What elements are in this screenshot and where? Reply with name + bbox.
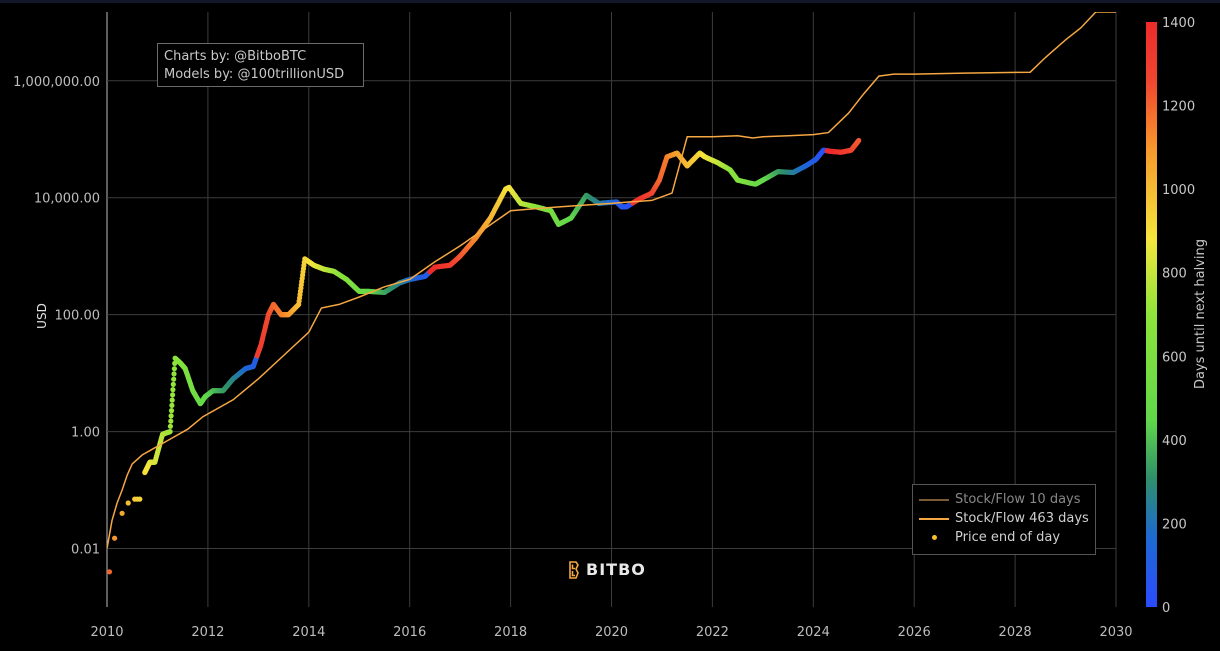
bitbo-logo-icon (569, 560, 579, 579)
top-accent-bar (0, 0, 1220, 3)
price-point (125, 500, 131, 506)
price-point (171, 371, 177, 377)
plot-area (107, 12, 1116, 575)
price-point (856, 137, 862, 144)
price-point (107, 569, 113, 575)
price-point (168, 413, 174, 419)
colorbar: 0 200 400 600 800 1000 1200 1400 Days until nex… (1146, 16, 1208, 616)
credits-box: Charts by: @BitboBTC Models by: @100tril… (157, 43, 364, 87)
y-tick-label: 1.00 (71, 426, 100, 441)
colorbar-tick-labels: 0 200 400 600 800 1000 1200 1400 (1162, 16, 1195, 616)
price-series (107, 137, 862, 575)
price-point (169, 397, 175, 403)
y-tick-label: 1,000,000.00 (13, 75, 100, 90)
colorbar-title: Days until next halving (1193, 239, 1208, 389)
bitbo-logo-text: BITBO (586, 560, 646, 579)
price-point (137, 496, 143, 502)
legend-line-swatch (919, 517, 949, 520)
price-point (170, 392, 176, 398)
x-tick-label: 2030 (1099, 625, 1132, 640)
bitbo-logo: BITBO (568, 560, 646, 579)
credits-model-author: Models by: @100trillionUSD (164, 67, 345, 82)
x-tick-label: 2016 (393, 625, 426, 640)
legend-label: Price end of day (955, 530, 1061, 545)
price-point (171, 366, 177, 372)
y-tick-labels: 0.01 1.00 100.00 10,000.00 1,000,000.00 (13, 75, 100, 558)
x-tick-labels: 2010 2012 2014 2016 2018 2020 2022 2024 2026 2028… (90, 625, 1132, 640)
y-axis-label: USD (35, 303, 49, 329)
y-tick-label: 10,000.00 (34, 192, 100, 207)
price-point (119, 510, 125, 516)
colorbar-tick-label: 200 (1162, 517, 1187, 532)
x-tick-label: 2028 (999, 625, 1032, 640)
x-tick-label: 2020 (595, 625, 628, 640)
y-tick-label: 0.01 (71, 543, 100, 558)
price-point (167, 423, 173, 429)
colorbar-gradient (1146, 22, 1157, 607)
colorbar-tick-label: 400 (1162, 434, 1187, 449)
colorbar-tick-label: 0 (1162, 601, 1170, 616)
legend: Stock/Flow 10 days Stock/Flow 463 days P… (912, 484, 1096, 555)
legend-item-price[interactable]: Price end of day (919, 528, 1095, 547)
colorbar-tick-label: 1400 (1162, 16, 1195, 31)
x-tick-label: 2012 (191, 625, 224, 640)
colorbar-tick-label: 1200 (1162, 100, 1195, 115)
legend-item-sf10[interactable]: Stock/Flow 10 days (919, 490, 1095, 509)
price-point (167, 429, 173, 435)
y-tick-label: 100.00 (55, 309, 101, 324)
colorbar-tick-label: 800 (1162, 267, 1187, 282)
price-point (171, 376, 177, 382)
legend-line-swatch (919, 498, 949, 501)
legend-label: Stock/Flow 10 days (955, 492, 1081, 507)
x-tick-label: 2024 (797, 625, 830, 640)
colorbar-tick-label: 600 (1162, 350, 1187, 365)
price-point (112, 535, 118, 541)
x-tick-label: 2026 (898, 625, 931, 640)
x-tick-label: 2010 (90, 625, 123, 640)
price-point (168, 408, 175, 414)
credits-chart-author: Charts by: @BitboBTC (164, 49, 307, 64)
colorbar-tick-label: 1000 (1162, 183, 1195, 198)
legend-label: Stock/Flow 463 days (955, 511, 1089, 526)
x-tick-label: 2022 (696, 625, 729, 640)
price-point (170, 387, 176, 393)
price-point (170, 381, 176, 387)
legend-item-sf463[interactable]: Stock/Flow 463 days (919, 509, 1095, 528)
x-tick-label: 2018 (494, 625, 527, 640)
stock-to-flow-463-line (107, 12, 1116, 549)
price-point (169, 402, 175, 408)
legend-marker-swatch (919, 535, 949, 540)
x-tick-label: 2014 (292, 625, 325, 640)
price-point (168, 418, 174, 424)
